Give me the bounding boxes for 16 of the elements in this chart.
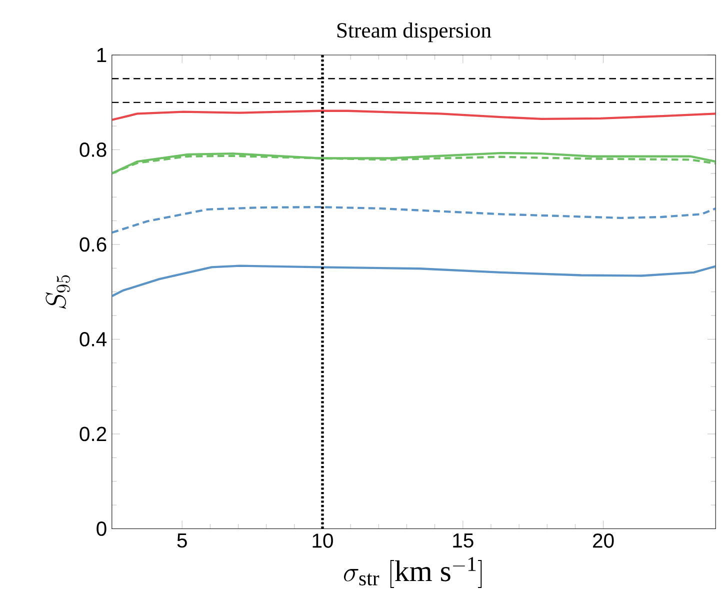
- x-axis-title: $\sigma_{\mathrm{str}}\ [\mathrm{km\ s^{-1}}]$: [344, 557, 482, 588]
- x-tick-label: 10: [312, 533, 333, 548]
- y-tick-label: 0.2: [80, 426, 106, 442]
- y-tick-label: 0.4: [80, 332, 107, 346]
- y-tick-label: 0: [96, 521, 106, 536]
- x-tick-label: 20: [593, 533, 614, 548]
- y-tick-label: 1: [97, 48, 106, 62]
- line-series: [112, 264, 716, 298]
- y-tick-label: 0.6: [80, 237, 106, 252]
- line-series: [112, 206, 716, 234]
- line-series: [112, 110, 716, 121]
- y-tick-label: 0.8: [80, 142, 106, 157]
- chart-title: Stream dispersion: [337, 22, 492, 42]
- x-tick-label: 15: [453, 533, 474, 548]
- x-tick-label: 5: [177, 533, 187, 548]
- y-axis-title: $S_{95}$: [46, 275, 70, 309]
